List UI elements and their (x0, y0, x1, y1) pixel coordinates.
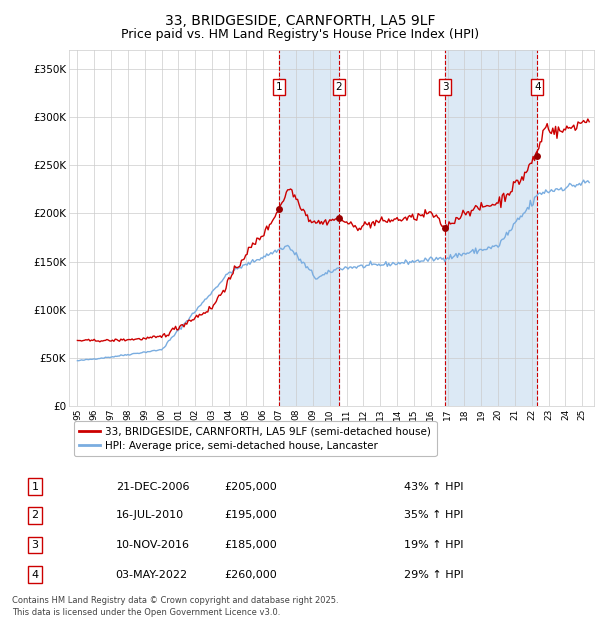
Legend: 33, BRIDGESIDE, CARNFORTH, LA5 9LF (semi-detached house), HPI: Average price, se: 33, BRIDGESIDE, CARNFORTH, LA5 9LF (semi… (74, 422, 437, 456)
Text: 3: 3 (442, 82, 449, 92)
Text: 1: 1 (32, 482, 38, 492)
Text: £205,000: £205,000 (224, 482, 277, 492)
Text: 21-DEC-2006: 21-DEC-2006 (116, 482, 189, 492)
Text: £260,000: £260,000 (224, 570, 277, 580)
Text: 2: 2 (31, 510, 38, 520)
Text: Contains HM Land Registry data © Crown copyright and database right 2025.: Contains HM Land Registry data © Crown c… (12, 596, 338, 606)
Text: 16-JUL-2010: 16-JUL-2010 (116, 510, 184, 520)
Text: £195,000: £195,000 (224, 510, 277, 520)
Text: Price paid vs. HM Land Registry's House Price Index (HPI): Price paid vs. HM Land Registry's House … (121, 28, 479, 41)
Text: 33, BRIDGESIDE, CARNFORTH, LA5 9LF: 33, BRIDGESIDE, CARNFORTH, LA5 9LF (165, 14, 435, 28)
Text: 4: 4 (534, 82, 541, 92)
Text: 43% ↑ HPI: 43% ↑ HPI (404, 482, 463, 492)
Text: 19% ↑ HPI: 19% ↑ HPI (404, 540, 463, 550)
Text: 4: 4 (31, 570, 38, 580)
Text: 2: 2 (335, 82, 342, 92)
Text: 1: 1 (275, 82, 282, 92)
Text: 3: 3 (32, 540, 38, 550)
Text: 03-MAY-2022: 03-MAY-2022 (116, 570, 188, 580)
Text: 10-NOV-2016: 10-NOV-2016 (116, 540, 190, 550)
Text: £185,000: £185,000 (224, 540, 277, 550)
Text: This data is licensed under the Open Government Licence v3.0.: This data is licensed under the Open Gov… (12, 608, 280, 617)
Text: 29% ↑ HPI: 29% ↑ HPI (404, 570, 463, 580)
Bar (445, 50, 537, 406)
Text: 35% ↑ HPI: 35% ↑ HPI (404, 510, 463, 520)
Bar (279, 50, 339, 406)
